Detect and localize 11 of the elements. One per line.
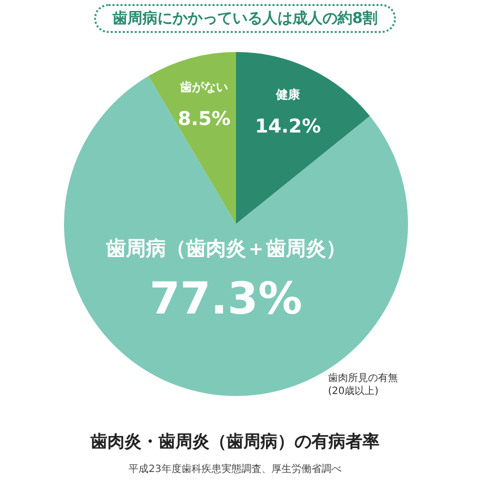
- slice-label: 歯周病（歯肉炎＋歯周炎）: [104, 236, 346, 260]
- chart-title: 歯周病にかかっている人は成人の約8割: [94, 4, 396, 33]
- data-label: 8.5%: [178, 108, 231, 130]
- text: 歯肉炎・歯周炎（歯周病）の有病者率: [90, 431, 380, 453]
- text: 平成23年度歯科疾患実態調査、厚生労働省調べ: [128, 462, 342, 476]
- data-label: 14.2%: [254, 115, 321, 138]
- text: 歯肉所見の有無: [328, 372, 398, 385]
- text: (20歳以上): [328, 385, 380, 398]
- slice-label: 歯がない: [179, 80, 228, 94]
- data-label: 77.3%: [150, 273, 302, 324]
- slice-label: 健康: [274, 88, 301, 102]
